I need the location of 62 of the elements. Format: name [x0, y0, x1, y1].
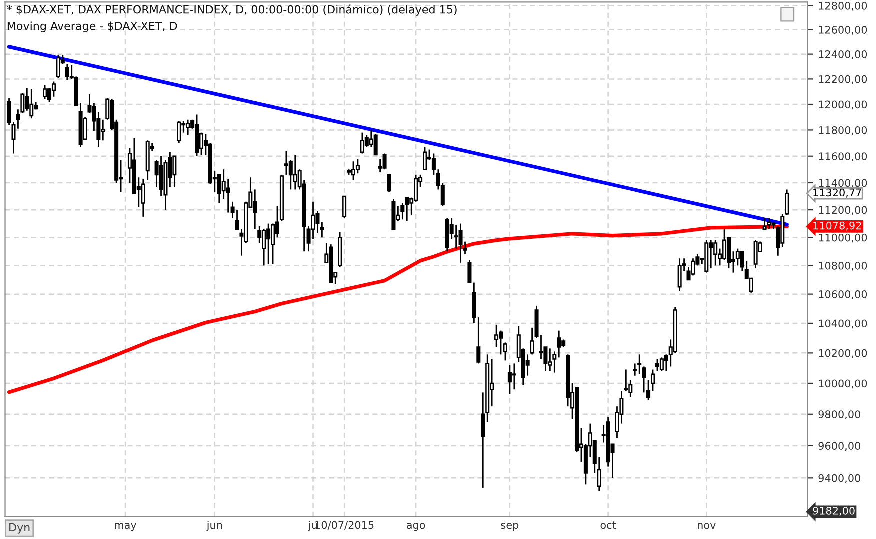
y-tick-label: 11000,00	[819, 234, 868, 243]
candlestick	[503, 342, 508, 362]
candlestick	[141, 178, 146, 218]
x-tick-label: ju	[308, 521, 318, 532]
x-tick-label: nov	[698, 523, 716, 530]
candlestick	[552, 350, 557, 374]
candlestick	[342, 196, 347, 219]
x-tick-label: 10/07/2015	[316, 521, 374, 530]
y-tick-label: 9800,00	[818, 410, 860, 420]
candlestick	[52, 81, 56, 98]
y-tick-label: 11800,00	[819, 126, 868, 136]
candlestick	[43, 84, 48, 100]
candlestick	[530, 327, 534, 356]
chart-title: * $DAX-XET, DAX PERFORMANCE-INDEX, D, 00:00-00:00 (Dinámico) (delayed 15)	[7, 4, 457, 16]
candlestick	[691, 258, 696, 276]
x-tick-label: oct	[600, 522, 616, 530]
candlestick	[638, 354, 642, 376]
candlestick	[494, 324, 499, 348]
y-tick-label: 10200,00	[819, 349, 868, 358]
y-tick-label: 9400,00	[818, 474, 860, 484]
candlestick	[405, 197, 410, 222]
x-tick-label: may	[115, 523, 137, 532]
text: 11078,92	[814, 222, 862, 231]
candlestick	[423, 146, 428, 170]
candlestick	[356, 158, 360, 174]
y-tick-label: 11400,00	[819, 179, 868, 188]
candlestick	[762, 218, 767, 230]
y-tick-label: 12200,00	[819, 75, 868, 84]
x-tick-label: ago	[407, 523, 426, 532]
y-tick-label: 10400,00	[819, 320, 868, 329]
candlestick	[650, 369, 656, 392]
candlestick	[633, 363, 638, 377]
candlestick	[740, 250, 744, 272]
text: Dyn	[10, 523, 30, 534]
x-tick-label: sep	[501, 523, 519, 532]
y-tick-label: 12800,00	[819, 2, 868, 11]
candlestick	[177, 120, 182, 144]
candlestick	[230, 201, 235, 219]
y-tick-label: 12600,00	[819, 26, 868, 36]
line-series	[7, 224, 789, 394]
x-tick-label: jun	[206, 521, 222, 532]
y-tick-label: 11200,00	[819, 206, 868, 216]
candlestick	[382, 153, 387, 170]
candlestick	[468, 259, 472, 284]
text: 9182,00	[813, 507, 855, 516]
y-tick-label: 9600,00	[818, 442, 860, 452]
candlestick	[387, 174, 392, 194]
y-tick-label: 10000,00	[819, 380, 868, 389]
y-tick-label: 10800,00	[819, 262, 868, 271]
candlestick	[512, 363, 516, 390]
text: Moving Average - $DAX-XET, D	[8, 22, 178, 32]
candlestick	[226, 178, 230, 214]
y-tick-label: 12000,00	[819, 100, 868, 110]
candlestick	[526, 354, 530, 377]
candlestick	[624, 369, 628, 392]
y-tick-label: 12400,00	[819, 50, 868, 60]
y-tick-label: 11600,00	[819, 152, 868, 162]
candlestick	[557, 330, 562, 358]
text: 11320,77	[814, 188, 862, 198]
y-tick-label: 10600,00	[819, 290, 868, 300]
candlestick	[476, 316, 481, 364]
candlestick	[374, 133, 378, 156]
